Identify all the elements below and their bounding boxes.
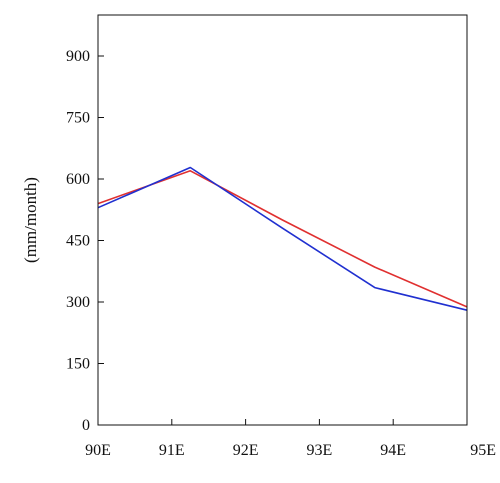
plot-frame [97,14,468,426]
series-line-2 [97,166,468,311]
series-layer [97,166,468,311]
y-tick-label: 150 [66,356,90,373]
y-axis-title: (mm/month) [21,177,40,263]
x-tick-label: 95E [470,442,496,459]
x-tick-label: 91E [159,442,185,459]
y-tick-label: 600 [66,171,90,188]
y-tick-label: 900 [66,48,90,65]
y-tick-label: 450 [66,233,90,250]
series-line-1 [97,170,468,308]
y-axis-ticks: 0 150 300 450 600 750 900 [66,48,104,434]
x-tick-label: 90E [85,442,111,459]
y-tick-label: 0 [82,417,90,434]
y-tick-label: 300 [66,294,90,311]
x-axis-ticks: 90E 91E 92E 93E 94E 95E [85,419,496,459]
y-tick-label: 750 [66,110,90,127]
x-tick-label: 93E [307,442,333,459]
x-tick-label: 92E [233,442,259,459]
x-tick-label: 94E [380,442,406,459]
